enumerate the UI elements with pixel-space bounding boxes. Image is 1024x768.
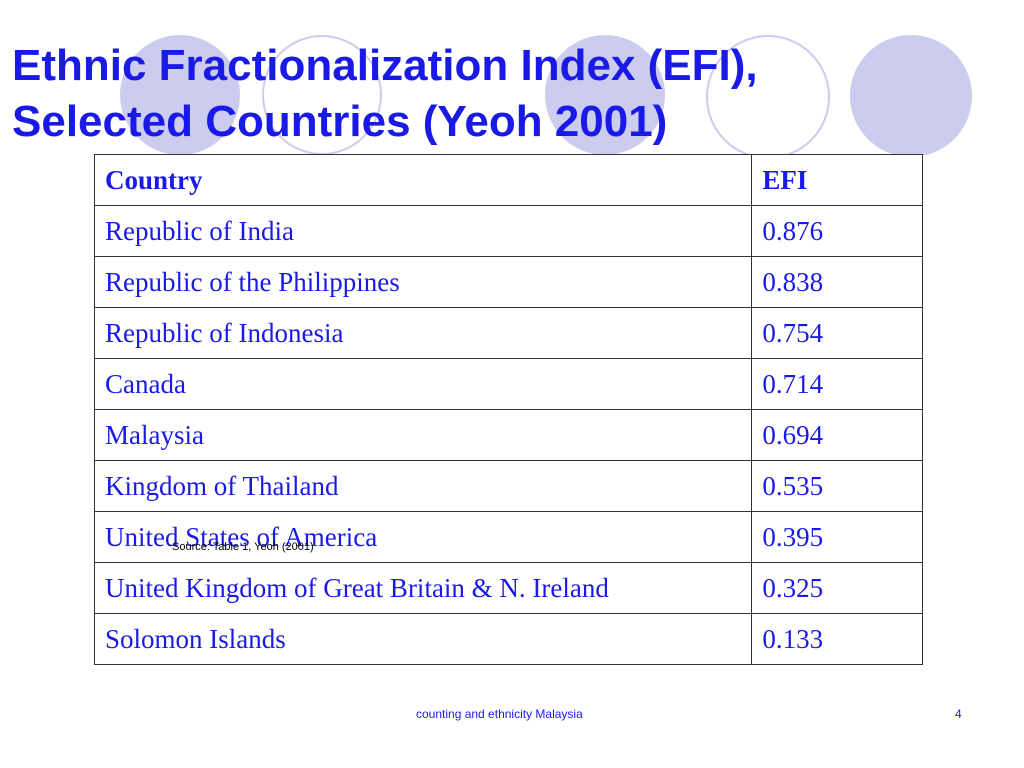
table-row: Republic of Indonesia 0.754 — [93, 307, 923, 359]
country-cell: Republic of Indonesia — [93, 307, 753, 359]
efi-table: Country EFI Republic of India 0.876 Repu… — [93, 154, 923, 665]
efi-cell: 0.325 — [751, 562, 923, 614]
efi-cell: 0.395 — [751, 511, 923, 563]
table-row: Canada 0.714 — [93, 358, 923, 410]
source-note: Source: Table 1, Yeoh (2001) — [172, 541, 314, 553]
efi-cell: 0.535 — [751, 460, 923, 512]
decorative-ring — [262, 35, 382, 155]
table-header-row: Country EFI — [93, 154, 923, 206]
country-cell: United Kingdom of Great Britain & N. Ire… — [93, 562, 753, 614]
country-cell: Republic of India — [93, 205, 753, 257]
slide-title: Ethnic Fractionalization Index (EFI), Se… — [12, 41, 758, 146]
country-cell: Solomon Islands — [93, 613, 753, 665]
efi-cell: 0.694 — [751, 409, 923, 461]
column-header-efi: EFI — [751, 154, 923, 206]
country-cell: Republic of the Philippines — [93, 256, 753, 308]
column-header-country: Country — [93, 154, 753, 206]
country-cell: Canada — [93, 358, 753, 410]
table-row: Solomon Islands 0.133 — [93, 613, 923, 665]
table-row: United States of America 0.395 — [93, 511, 923, 563]
efi-cell: 0.133 — [751, 613, 923, 665]
footer-text: counting and ethnicity Malaysia — [416, 707, 583, 721]
country-cell: United States of America — [93, 511, 753, 563]
efi-cell: 0.714 — [751, 358, 923, 410]
decorative-circle — [850, 35, 972, 157]
decorative-circle — [120, 35, 240, 155]
decorative-circle — [545, 35, 665, 155]
country-cell: Kingdom of Thailand — [93, 460, 753, 512]
country-cell: Malaysia — [93, 409, 753, 461]
efi-cell: 0.838 — [751, 256, 923, 308]
page-number: 4 — [955, 707, 962, 721]
table-row: Kingdom of Thailand 0.535 — [93, 460, 923, 512]
table-row: Republic of India 0.876 — [93, 205, 923, 257]
efi-cell: 0.876 — [751, 205, 923, 257]
table-row: Malaysia 0.694 — [93, 409, 923, 461]
efi-cell: 0.754 — [751, 307, 923, 359]
table-row: United Kingdom of Great Britain & N. Ire… — [93, 562, 923, 614]
decorative-ring — [706, 35, 830, 159]
table-row: Republic of the Philippines 0.838 — [93, 256, 923, 308]
